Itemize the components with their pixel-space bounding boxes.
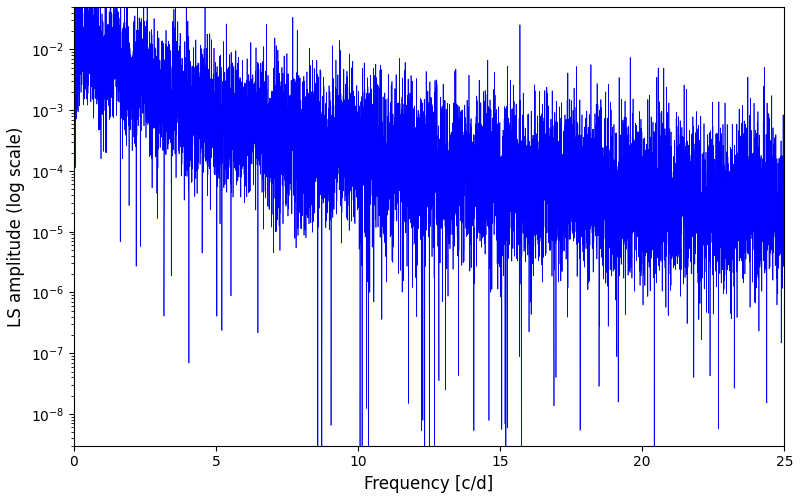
- Y-axis label: LS amplitude (log scale): LS amplitude (log scale): [7, 126, 25, 326]
- X-axis label: Frequency [c/d]: Frequency [c/d]: [364, 475, 494, 493]
